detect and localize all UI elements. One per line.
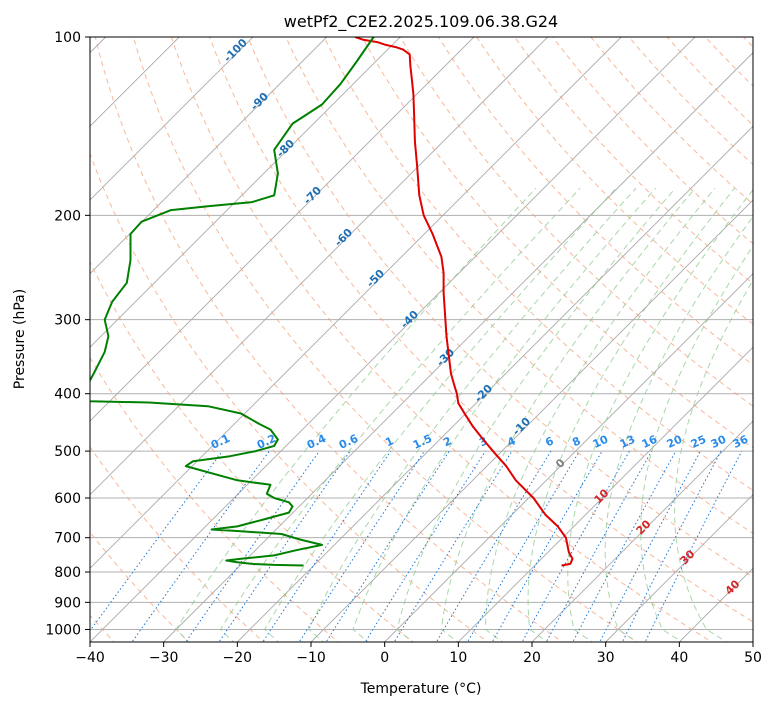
isotherm-line — [236, 125, 753, 642]
x-tick-label: 20 — [523, 650, 541, 666]
y-tick-label: 1000 — [45, 622, 81, 638]
mixing-ratio-line — [599, 450, 701, 642]
dry-adiabat-line — [170, 37, 713, 642]
y-tick-label: 400 — [54, 387, 81, 403]
isotherm-line — [90, 37, 622, 569]
moist-adiabat-line — [640, 245, 753, 642]
chart-title: wetPf2_C2E2.2025.109.06.38.G24 — [284, 12, 558, 32]
mixing-ratio-label: 20 — [665, 433, 685, 451]
mixing-ratio-label: 16 — [640, 433, 660, 451]
dry-adiabat-line — [209, 37, 753, 623]
y-tick-label: 700 — [54, 531, 81, 547]
x-tick-label: 0 — [380, 650, 389, 666]
moist-adiabat-line — [674, 279, 753, 642]
dry-adiabat-line — [90, 152, 489, 642]
moist-adiabat-line — [567, 189, 753, 642]
isotherm-line — [162, 52, 753, 642]
mixing-ratio-line — [185, 450, 320, 642]
y-axis-label: Pressure (hPa) — [12, 289, 28, 389]
dry-adiabat-line — [132, 37, 638, 642]
mixing-ratio-line — [364, 450, 486, 642]
y-tick-label: 100 — [54, 30, 81, 46]
dry-adiabat-line — [361, 37, 753, 449]
mixing-ratio-label: 30 — [709, 433, 729, 451]
x-tick-label: 10 — [449, 650, 467, 666]
background-lines — [90, 37, 753, 642]
moist-adiabat-line — [352, 187, 656, 642]
mixing-ratio-line — [325, 450, 450, 642]
dry-adiabat-line — [476, 37, 753, 325]
dry-adiabat-line — [285, 37, 753, 535]
dewpoint-line — [90, 37, 375, 567]
mixing-ratio-line — [621, 450, 722, 642]
mixing-ratio-line — [131, 450, 270, 642]
isotherm-line — [90, 37, 328, 275]
moist-adiabat-line — [485, 187, 716, 642]
x-axis-label: Temperature (°C) — [360, 681, 482, 697]
x-tick-label: −20 — [223, 650, 253, 666]
isotherm-line — [90, 37, 475, 422]
plot-frame — [89, 36, 754, 643]
x-axis: −40 −30 −20 −10 0 10 20 30 40 50 — [75, 642, 762, 666]
mixing-ratio-line — [393, 450, 513, 642]
series-layer — [90, 37, 574, 567]
y-tick-label: 500 — [54, 444, 81, 460]
mixing-ratio-line — [90, 450, 223, 632]
mixing-ratio-line — [572, 450, 677, 642]
dry-adiabat-line — [399, 37, 753, 407]
moist-adiabat-line — [440, 187, 696, 642]
moist-adiabat-line — [175, 187, 537, 642]
moist-adiabat-line — [263, 187, 617, 642]
isotherm-line — [90, 37, 401, 348]
moist-adiabat-line — [604, 215, 753, 642]
x-tick-label: 50 — [744, 650, 762, 666]
mixing-ratio-line — [466, 450, 580, 642]
mixing-ratio-label: 13 — [618, 433, 637, 451]
dry-adiabat-line — [514, 37, 753, 285]
y-axis: 100 200 300 400 500 600 700 800 900 1000 — [45, 30, 90, 638]
dry-adiabat-line — [247, 37, 753, 578]
mixing-ratio-line — [218, 450, 351, 642]
moist-adiabat-line — [219, 187, 581, 642]
moist-adiabat-line — [308, 187, 637, 642]
isotherm-line — [310, 199, 753, 642]
x-tick-label: 40 — [670, 650, 688, 666]
y-tick-label: 300 — [54, 313, 81, 329]
isotherm-line — [90, 37, 549, 496]
temperature-line — [354, 37, 574, 567]
mixing-ratio-label: 25 — [689, 433, 708, 451]
x-tick-label: 30 — [597, 650, 615, 666]
x-tick-label: −10 — [296, 650, 326, 666]
dry-adiabat-line — [94, 37, 564, 642]
isotherm-line — [457, 346, 753, 642]
mixing-ratio-label: 36 — [731, 433, 751, 451]
moist-adiabat-line — [527, 187, 735, 642]
isotherm-line — [531, 420, 753, 642]
dry-adiabat-line — [90, 356, 340, 642]
moist-adiabat-line — [396, 187, 676, 642]
y-tick-label: 900 — [54, 595, 81, 611]
isotherm-line — [604, 493, 753, 642]
y-tick-label: 800 — [54, 565, 81, 581]
mixing-ratio-line — [262, 450, 392, 642]
dry-adiabat-line — [323, 37, 753, 491]
mixing-ratio-label: 10 — [591, 433, 611, 451]
isotherm-line — [90, 37, 696, 642]
mixing-ratio-line — [298, 450, 425, 642]
y-tick-label: 200 — [54, 208, 81, 224]
y-tick-label: 600 — [54, 491, 81, 507]
dry-adiabat-line — [90, 260, 414, 642]
isotherm-line — [90, 37, 254, 201]
x-tick-label: −30 — [149, 650, 179, 666]
isotherm-line — [383, 273, 753, 642]
x-tick-label: −40 — [75, 650, 105, 666]
